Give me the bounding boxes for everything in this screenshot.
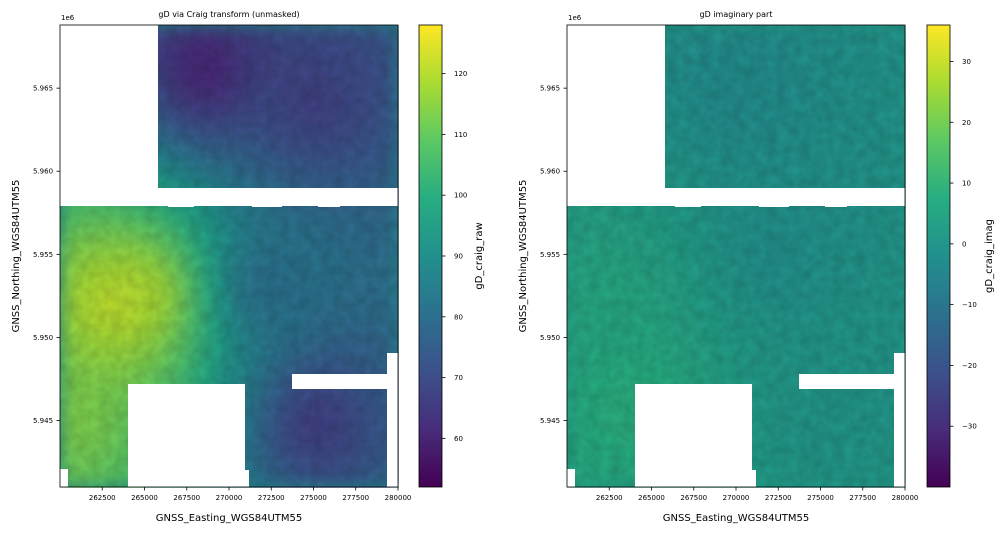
y-tick-label: 5.965 xyxy=(33,85,53,93)
no-data-region xyxy=(567,188,905,206)
chart-title: gD imaginary part xyxy=(700,10,773,19)
x-tick-label: 275000 xyxy=(807,494,834,502)
y-tick-label: 5.950 xyxy=(540,334,560,342)
x-tick-label: 277500 xyxy=(342,494,369,502)
no-data-region xyxy=(292,374,388,389)
no-data-notch xyxy=(825,201,847,207)
x-tick-label: 267500 xyxy=(680,494,707,502)
no-data-notch xyxy=(675,201,701,207)
colorbar-tick-label: 20 xyxy=(962,119,971,127)
x-tick-label: 272500 xyxy=(765,494,792,502)
colorbar-tick-label: 120 xyxy=(454,70,467,78)
y-tick-label: 5.960 xyxy=(540,168,560,176)
colorbar-ticks: 60 70 80 90 100 110 120 xyxy=(442,70,467,443)
panel-craig-raw: gD via Craig transform (unmasked) 1e6 26… xyxy=(11,10,485,524)
x-tick-label: 270000 xyxy=(216,494,243,502)
no-data-region xyxy=(894,353,905,487)
x-tick-label: 275000 xyxy=(300,494,327,502)
colorbar-tick-label: 80 xyxy=(454,313,463,321)
no-data-region xyxy=(752,470,756,487)
y-tick-label: 5.945 xyxy=(540,417,560,425)
y-offset-label: 1e6 xyxy=(61,14,75,22)
x-tick-label: 272500 xyxy=(258,494,285,502)
x-axis: 262500 265000 267500 270000 272500 275000 2775… xyxy=(89,487,411,502)
y-axis-label: GNSS_Northing_WGS84UTM55 xyxy=(518,180,529,333)
y-tick-label: 5.950 xyxy=(33,334,53,342)
colorbar-tick-label: −30 xyxy=(962,423,977,431)
colorbar xyxy=(926,24,951,488)
colorbar-label: gD_craig_imag xyxy=(984,219,995,293)
y-tick-label: 5.955 xyxy=(33,251,53,259)
no-data-notch xyxy=(252,200,282,207)
x-tick-label: 280000 xyxy=(385,494,412,502)
no-data-region xyxy=(60,469,68,487)
y-offset-label: 1e6 xyxy=(568,14,582,22)
colorbar-ticks: −30 −20 −10 0 10 20 30 xyxy=(950,58,977,431)
colorbar-tick-label: 10 xyxy=(962,180,971,188)
x-tick-label: 277500 xyxy=(849,494,876,502)
colorbar-tick-label: 110 xyxy=(454,131,467,139)
colorbar-tick-label: 90 xyxy=(454,253,463,261)
x-axis-label: GNSS_Easting_WGS84UTM55 xyxy=(156,513,302,524)
no-data-region xyxy=(214,188,296,196)
x-tick-label: 265000 xyxy=(131,494,158,502)
no-data-regions xyxy=(60,25,398,487)
no-data-region xyxy=(387,353,398,487)
no-data-region xyxy=(60,188,398,206)
x-tick-label: 270000 xyxy=(723,494,750,502)
y-tick-label: 5.965 xyxy=(540,85,560,93)
y-axis: 5.945 5.950 5.955 5.960 5.965 xyxy=(33,85,60,425)
colorbar-tick-label: −10 xyxy=(962,301,977,309)
x-tick-label: 262500 xyxy=(89,494,116,502)
no-data-region xyxy=(60,25,158,189)
y-axis: 5.945 5.950 5.955 5.960 5.965 xyxy=(540,85,567,425)
x-tick-label: 262500 xyxy=(596,494,623,502)
no-data-region xyxy=(721,188,803,196)
y-tick-label: 5.945 xyxy=(33,417,53,425)
colorbar-tick-label: 0 xyxy=(962,240,966,248)
no-data-region xyxy=(128,384,245,487)
no-data-regions xyxy=(567,25,905,487)
no-data-notch xyxy=(168,201,194,207)
colorbar xyxy=(418,24,443,488)
x-tick-label: 265000 xyxy=(638,494,665,502)
colorbar-tick-label: 100 xyxy=(454,192,467,200)
no-data-region xyxy=(567,25,665,189)
y-tick-label: 5.960 xyxy=(33,168,53,176)
colorbar-tick-label: 60 xyxy=(454,435,463,443)
heatmap-surface xyxy=(60,25,399,488)
x-tick-label: 280000 xyxy=(892,494,919,502)
colorbar-tick-label: 70 xyxy=(454,374,463,382)
no-data-notch xyxy=(318,201,340,207)
y-tick-label: 5.955 xyxy=(540,251,560,259)
no-data-region xyxy=(245,470,249,487)
no-data-notch xyxy=(759,200,789,207)
panel-craig-imag: gD imaginary part 1e6 262500 265000 267500… xyxy=(518,10,995,524)
colorbar-label: gD_craig_raw xyxy=(474,222,485,289)
y-axis-label: GNSS_Northing_WGS84UTM55 xyxy=(11,180,22,333)
x-axis-label: GNSS_Easting_WGS84UTM55 xyxy=(663,513,809,524)
no-data-region xyxy=(567,469,575,487)
x-tick-label: 267500 xyxy=(173,494,200,502)
no-data-region xyxy=(635,384,752,487)
colorbar-tick-label: −20 xyxy=(962,362,977,370)
colorbar-tick-label: 30 xyxy=(962,58,971,66)
no-data-region xyxy=(799,374,895,389)
x-axis: 262500 265000 267500 270000 272500 275000 2775… xyxy=(596,487,918,502)
chart-title: gD via Craig transform (unmasked) xyxy=(158,10,299,19)
